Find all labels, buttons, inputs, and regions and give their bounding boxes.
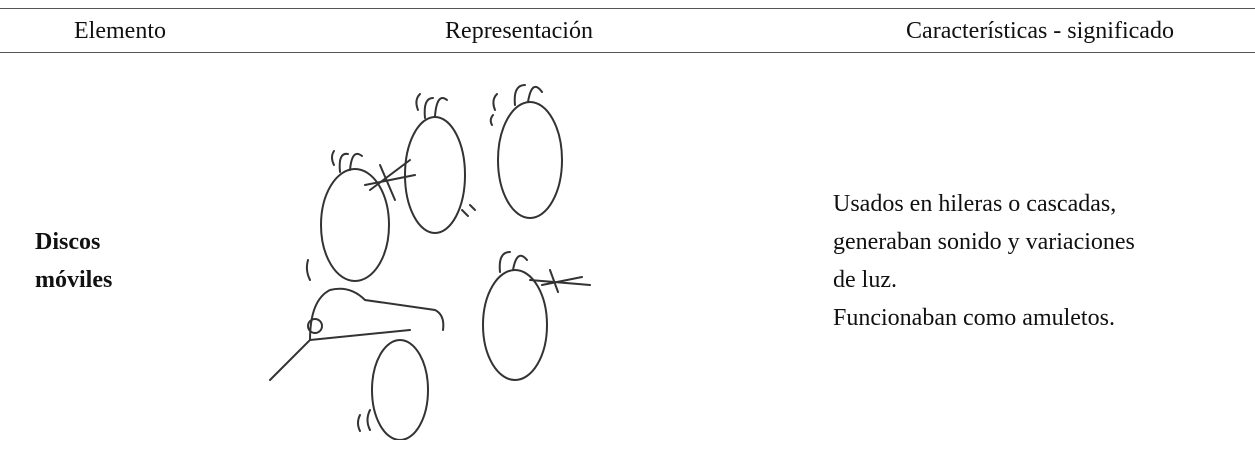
description-text: de luz. <box>833 267 897 293</box>
element-cell: Discos móviles <box>35 223 112 299</box>
header-cell: Representación <box>445 18 593 44</box>
header-cell: Elemento <box>74 18 166 44</box>
description-text: generaban sonido y variaciones <box>833 229 1135 255</box>
description-cell: Usados en hileras o cascadas, generaban s… <box>833 185 1135 337</box>
top-rule <box>0 8 1255 9</box>
description-text: Usados en hileras o cascadas, <box>833 191 1117 217</box>
discs-illustration <box>269 84 591 440</box>
description-text: Funcionaban como amuletos. <box>833 305 1115 331</box>
element-text: móviles <box>35 267 113 293</box>
header-cell: Características - significado <box>906 18 1174 44</box>
header-rule <box>0 52 1255 53</box>
element-text: Discos <box>35 229 101 255</box>
